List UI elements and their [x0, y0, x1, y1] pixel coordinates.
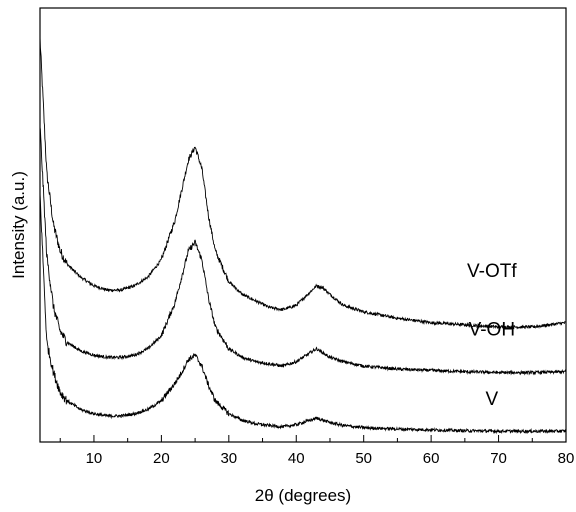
x-tick-label: 70 — [490, 450, 507, 467]
x-tick-label: 80 — [558, 450, 575, 467]
plot-area — [39, 7, 567, 443]
x-tick-label: 60 — [423, 450, 440, 467]
plot-frame — [39, 7, 567, 443]
x-tick-label: 30 — [220, 450, 237, 467]
x-axis-title: 2θ (degrees) — [255, 486, 351, 505]
series-line-1 — [39, 36, 567, 331]
series-label-1: V-OTf — [467, 261, 517, 282]
series-line-3 — [39, 193, 567, 435]
x-tick-label: 50 — [355, 450, 372, 467]
series-label-3: V — [485, 389, 498, 410]
series-annotations: V-OTf V-OH V — [467, 261, 517, 410]
y-axis-title: Intensity (a.u.) — [9, 171, 28, 279]
x-tick-label: 10 — [86, 450, 103, 467]
x-tick-label: 20 — [153, 450, 170, 467]
series-label-2: V-OH — [469, 320, 515, 341]
x-axis-ticks: 10 20 30 40 50 60 70 80 — [59, 435, 575, 467]
x-tick-label: 40 — [288, 450, 305, 467]
series-layer — [39, 36, 567, 435]
series-line-2 — [39, 127, 567, 376]
